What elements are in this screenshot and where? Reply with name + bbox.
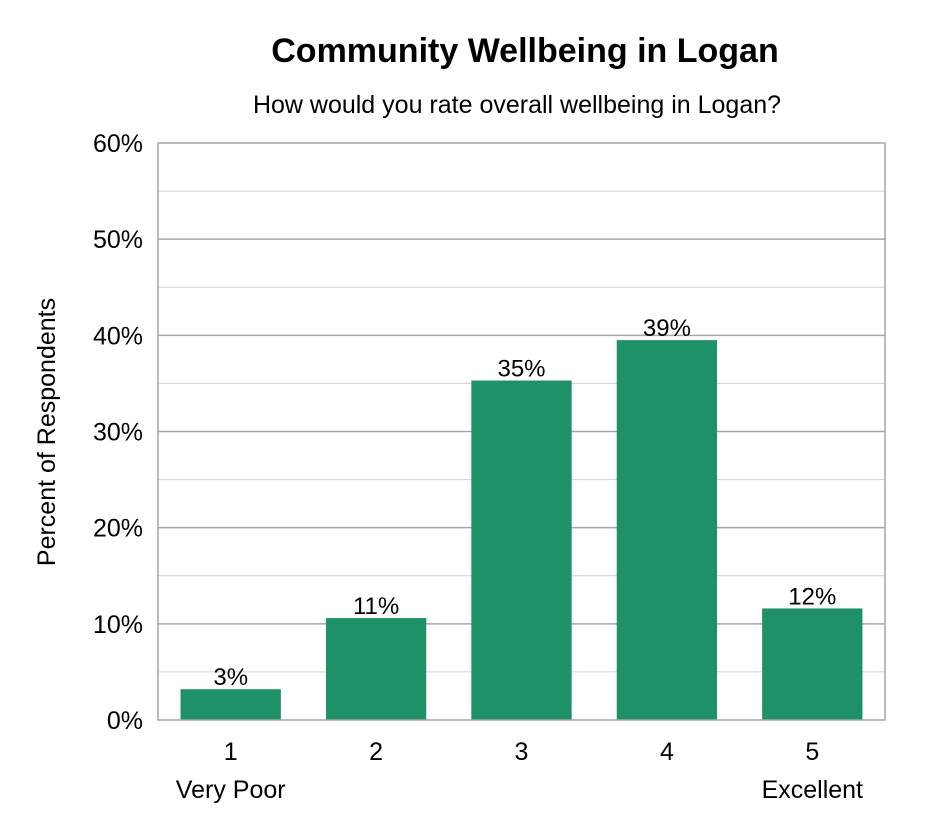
x-tick-label: 3 — [515, 738, 529, 766]
x-tick-label: 2 — [369, 738, 383, 766]
bar — [471, 380, 572, 720]
data-label: 12% — [788, 583, 836, 610]
y-tick-label: 50% — [93, 226, 143, 254]
data-label: 11% — [353, 593, 399, 620]
bar — [616, 340, 718, 720]
data-labels: 3% 11% 35% 39% 12% — [213, 315, 836, 691]
y-axis-ticks: 0% 10% 20% 30% 40% 50% 60% — [93, 130, 143, 735]
plot-frame — [157, 142, 886, 721]
y-tick-label: 10% — [93, 611, 143, 639]
x-tick-label: 5 — [805, 738, 819, 766]
y-axis-label: Percent of Respondents — [33, 298, 61, 566]
data-label: 35% — [497, 356, 545, 383]
bar — [180, 689, 281, 720]
bar — [325, 618, 427, 720]
y-tick-label: 40% — [93, 322, 143, 350]
chart-title: Community Wellbeing in Logan — [271, 32, 778, 70]
data-label: 3% — [213, 664, 248, 691]
x-tick-label: 4 — [660, 738, 674, 766]
x-tick-sublabel: Very Poor — [176, 776, 286, 804]
y-tick-label: 60% — [93, 130, 143, 158]
y-tick-label: 30% — [93, 419, 143, 447]
x-axis-ticks: 1 Very Poor 2 3 4 5 Excellent — [176, 738, 863, 804]
y-tick-label: 20% — [93, 515, 143, 543]
data-label: 39% — [643, 315, 691, 342]
y-tick-label: 0% — [107, 707, 143, 735]
x-tick-label: 1 — [224, 738, 238, 766]
bars — [180, 340, 863, 720]
chart-subtitle: How would you rate overall wellbeing in … — [253, 91, 781, 119]
bar — [762, 608, 863, 720]
x-tick-sublabel: Excellent — [762, 776, 863, 804]
